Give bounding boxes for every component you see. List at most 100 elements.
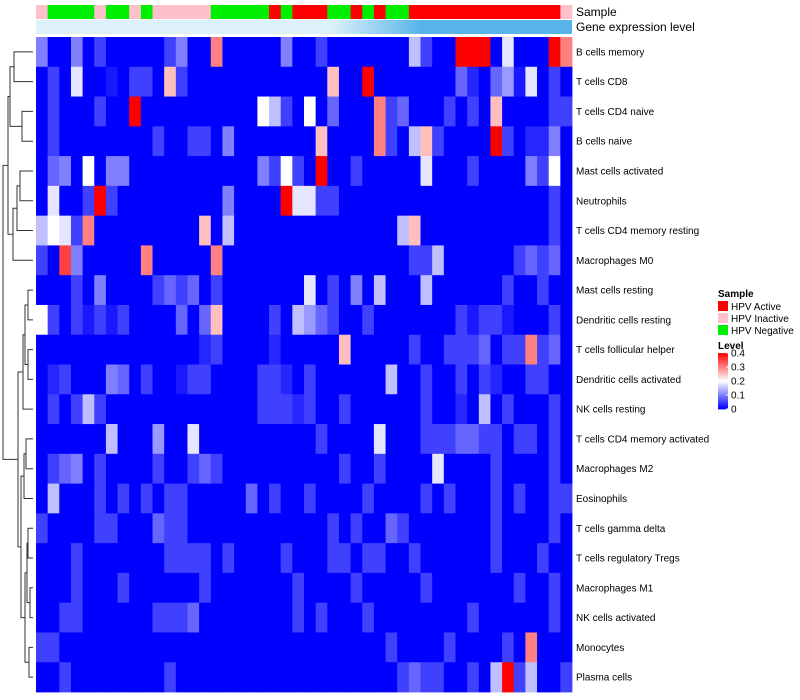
heatmap-cell <box>490 632 503 663</box>
heatmap-cell <box>490 126 503 157</box>
heatmap-cell <box>373 96 386 127</box>
heatmap-cell <box>420 66 433 97</box>
heatmap-cell <box>478 185 491 217</box>
heatmap-cell <box>537 632 550 663</box>
heatmap-cell <box>467 543 480 574</box>
dendrogram-branch <box>16 185 33 232</box>
colorbar-segment <box>718 386 728 389</box>
heatmap-cell <box>455 66 468 97</box>
heatmap-cell <box>420 185 433 217</box>
heatmap-cell <box>420 602 433 633</box>
heatmap-cell <box>269 126 282 157</box>
heatmap-cell <box>362 215 375 246</box>
heatmap-cell <box>257 662 270 693</box>
heatmap-cell <box>548 424 561 455</box>
heatmap-cell <box>234 245 247 276</box>
heatmap-cell <box>373 185 386 217</box>
heatmap-cell <box>47 483 60 514</box>
heatmap-cell <box>490 364 503 395</box>
heatmap-cell <box>525 424 538 455</box>
heatmap-cell <box>327 424 340 455</box>
heatmap-cell <box>269 572 282 604</box>
heatmap-cell <box>36 513 49 544</box>
heatmap-cell <box>129 483 142 514</box>
heatmap-cell <box>408 364 421 395</box>
heatmap-cell <box>164 245 177 276</box>
heatmap-cell <box>269 334 282 365</box>
heatmap-cell <box>525 185 538 217</box>
heatmap-cell <box>210 334 223 365</box>
heatmap-cell <box>304 156 317 187</box>
row-label: Dendritic cells activated <box>576 375 681 386</box>
heatmap-cell <box>59 453 72 484</box>
heatmap-cell <box>187 215 200 246</box>
heatmap-cell <box>105 334 118 365</box>
heatmap-cell <box>292 602 305 633</box>
heatmap-cell <box>560 215 573 246</box>
heatmap-cell <box>47 156 60 187</box>
heatmap-cell <box>70 37 84 68</box>
heatmap-cell <box>257 424 270 455</box>
heatmap-cell <box>432 245 445 276</box>
legend-entry-label: HPV Negative <box>731 326 794 337</box>
heatmap-cell <box>82 275 95 306</box>
legend-level-ticks: 0.4 0.3 0.2 0.1 0 <box>726 349 745 416</box>
heatmap-cell <box>537 215 550 246</box>
sample-annotation-cell <box>467 5 480 19</box>
heatmap-cell <box>420 275 433 306</box>
heatmap-cell <box>59 37 72 68</box>
dendrogram-branch <box>28 646 33 678</box>
heatmap-cell <box>548 96 561 127</box>
heatmap-cell <box>432 572 445 604</box>
heatmap-cell <box>362 424 375 455</box>
heatmap-cell <box>105 483 118 514</box>
heatmap-cell <box>338 304 352 336</box>
heatmap-cell <box>304 602 317 633</box>
heatmap-cell <box>59 96 72 127</box>
heatmap-cell <box>548 334 561 365</box>
heatmap-cell <box>117 304 130 336</box>
heatmap-cell <box>140 662 153 693</box>
heatmap-cell <box>455 126 468 157</box>
heatmap-cell <box>420 126 433 157</box>
heatmap-cell <box>350 453 363 484</box>
heatmap-cell <box>152 215 165 246</box>
heatmap-cell <box>443 185 456 217</box>
heatmap-cell <box>443 66 456 97</box>
heatmap-cell <box>408 37 421 68</box>
heatmap-cell <box>490 572 503 604</box>
heatmap-cell <box>525 513 538 544</box>
heatmap-cell <box>408 483 421 514</box>
heatmap-cell <box>129 513 142 544</box>
sample-annotation-cell <box>59 5 72 19</box>
colorbar-segment <box>718 353 728 355</box>
heatmap-cell <box>338 394 352 425</box>
heatmap-cell <box>315 96 328 127</box>
colorbar-segment <box>718 362 728 365</box>
heatmap-cell <box>537 37 550 68</box>
heatmap-cell <box>397 424 410 455</box>
heatmap-cell <box>140 632 153 663</box>
heatmap-cell <box>234 394 247 425</box>
heatmap-cell <box>187 394 200 425</box>
heatmap-cell <box>420 483 433 514</box>
heatmap-cell <box>513 37 526 68</box>
heatmap-cell <box>164 215 177 246</box>
heatmap-cell <box>47 215 60 246</box>
heatmap-cell <box>432 662 445 693</box>
heatmap-cell <box>525 572 538 604</box>
heatmap-cell <box>502 126 515 157</box>
heatmap-cell <box>280 334 293 365</box>
heatmap-cell <box>175 96 188 127</box>
heatmap-cell <box>117 96 130 127</box>
heatmap-cell <box>187 424 200 455</box>
heatmap-cell <box>385 245 398 276</box>
heatmap-cell <box>560 602 573 633</box>
heatmap-cell <box>152 126 165 157</box>
heatmap-cell <box>502 245 515 276</box>
heatmap-cell <box>199 215 212 246</box>
heatmap-cell <box>467 245 480 276</box>
heatmap-cell <box>36 394 49 425</box>
heatmap-cell <box>304 394 317 425</box>
